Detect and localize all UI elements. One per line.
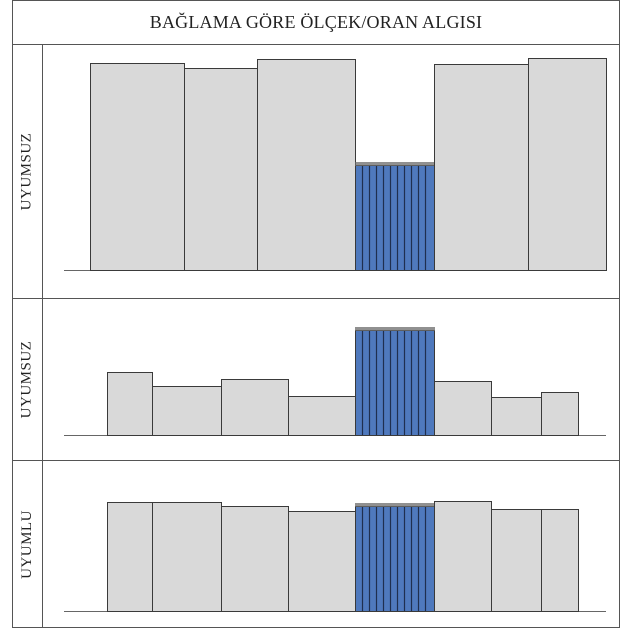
- panel-label-1: UYUMSUZ: [12, 45, 42, 298]
- panel-label-1-text: UYUMSUZ: [18, 132, 35, 211]
- panel-label-2-text: UYUMSUZ: [18, 340, 35, 419]
- bar: [152, 386, 222, 436]
- bar: [541, 509, 579, 612]
- bar: [434, 64, 529, 271]
- highlighted-bar: [355, 327, 435, 436]
- bar: [528, 58, 607, 271]
- bar: [257, 59, 356, 271]
- bars-layer: [90, 58, 607, 612]
- diagram-title: BAĞLAMA GÖRE ÖLÇEK/ORAN ALGISI: [149, 11, 483, 32]
- bar: [221, 379, 289, 436]
- bar: [434, 381, 492, 436]
- bar: [184, 68, 258, 271]
- highlighted-bar: [355, 503, 435, 612]
- panel-label-3-text: UYUMLU: [18, 510, 35, 579]
- bar: [90, 63, 185, 271]
- highlighted-bar: [355, 162, 435, 271]
- bar: [107, 502, 153, 612]
- bar: [541, 392, 579, 436]
- bar: [288, 396, 356, 436]
- panel-label-3: UYUMLU: [12, 461, 42, 628]
- bar: [491, 397, 542, 436]
- bar: [221, 506, 289, 612]
- bar: [288, 511, 356, 612]
- bar: [152, 502, 222, 612]
- bar: [491, 509, 542, 612]
- bar: [434, 501, 492, 612]
- bar: [107, 372, 153, 436]
- panel-label-2: UYUMSUZ: [12, 299, 42, 460]
- outer-border: [12, 0, 620, 628]
